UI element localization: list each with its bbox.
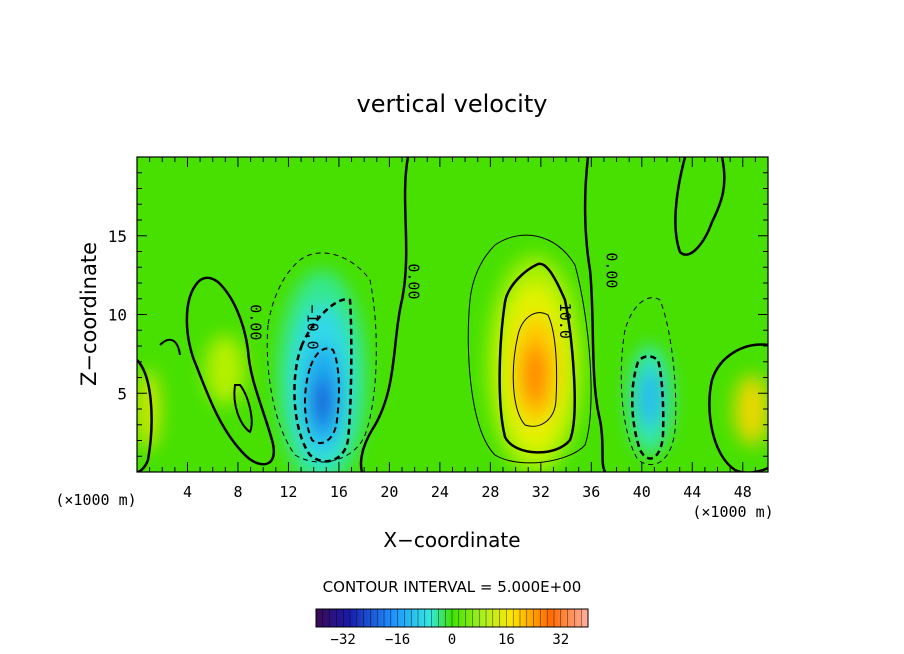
chart-title: vertical velocity [357,90,548,118]
colorbar: −32 −16 0 16 32 [315,608,589,648]
colorbar-tick-label: 32 [552,632,569,648]
contour-label: −10.0 [303,305,321,350]
x-tick-label: 40 [633,483,651,501]
x-tick-label: 24 [431,483,449,501]
x-tick-label: 8 [233,483,242,501]
colorbar-tick-label: 0 [448,632,456,648]
colorbar-tick-label: 16 [498,632,515,648]
x-tick-label: 12 [279,483,297,501]
colorbar-tick-label: −16 [385,632,410,648]
x-tick-label: 36 [582,483,600,501]
x-tick-label: 44 [683,483,701,501]
y-tick-label: 15 [108,227,127,246]
x-unit-label-left: (×1000 m) [55,491,136,509]
contour-label: 0.00 [404,263,422,299]
contour-interval-label: CONTOUR INTERVAL = 5.000E+00 [323,578,582,596]
field-shading [137,255,768,472]
axis-ticks [137,157,768,472]
colorbar-frame [315,608,589,628]
x-tick-label: 32 [532,483,550,501]
x-tick-label: 16 [330,483,348,501]
contour-label: 10.0 [556,303,574,339]
x-tick-label: 20 [380,483,398,501]
y-tick-label: 10 [108,306,127,325]
contour-labels: 0.00 −10.0 0.00 10.0 0.00 [247,252,621,349]
colorbar-tick-label: −32 [331,632,356,648]
x-tick-label: 28 [481,483,499,501]
x-unit-label-right: (×1000 m) [692,503,773,521]
x-tick-label: 48 [734,483,752,501]
contour-label: 0.00 [247,304,265,340]
x-axis-label: X−coordinate [383,528,520,552]
contour-label: 0.00 [602,252,620,288]
y-axis-label: Z−coordinate [77,242,101,386]
field-background [137,157,768,472]
x-tick-label: 4 [183,483,192,501]
contours [137,157,768,472]
plot-area [137,157,768,472]
y-tick-label: 5 [117,384,127,403]
